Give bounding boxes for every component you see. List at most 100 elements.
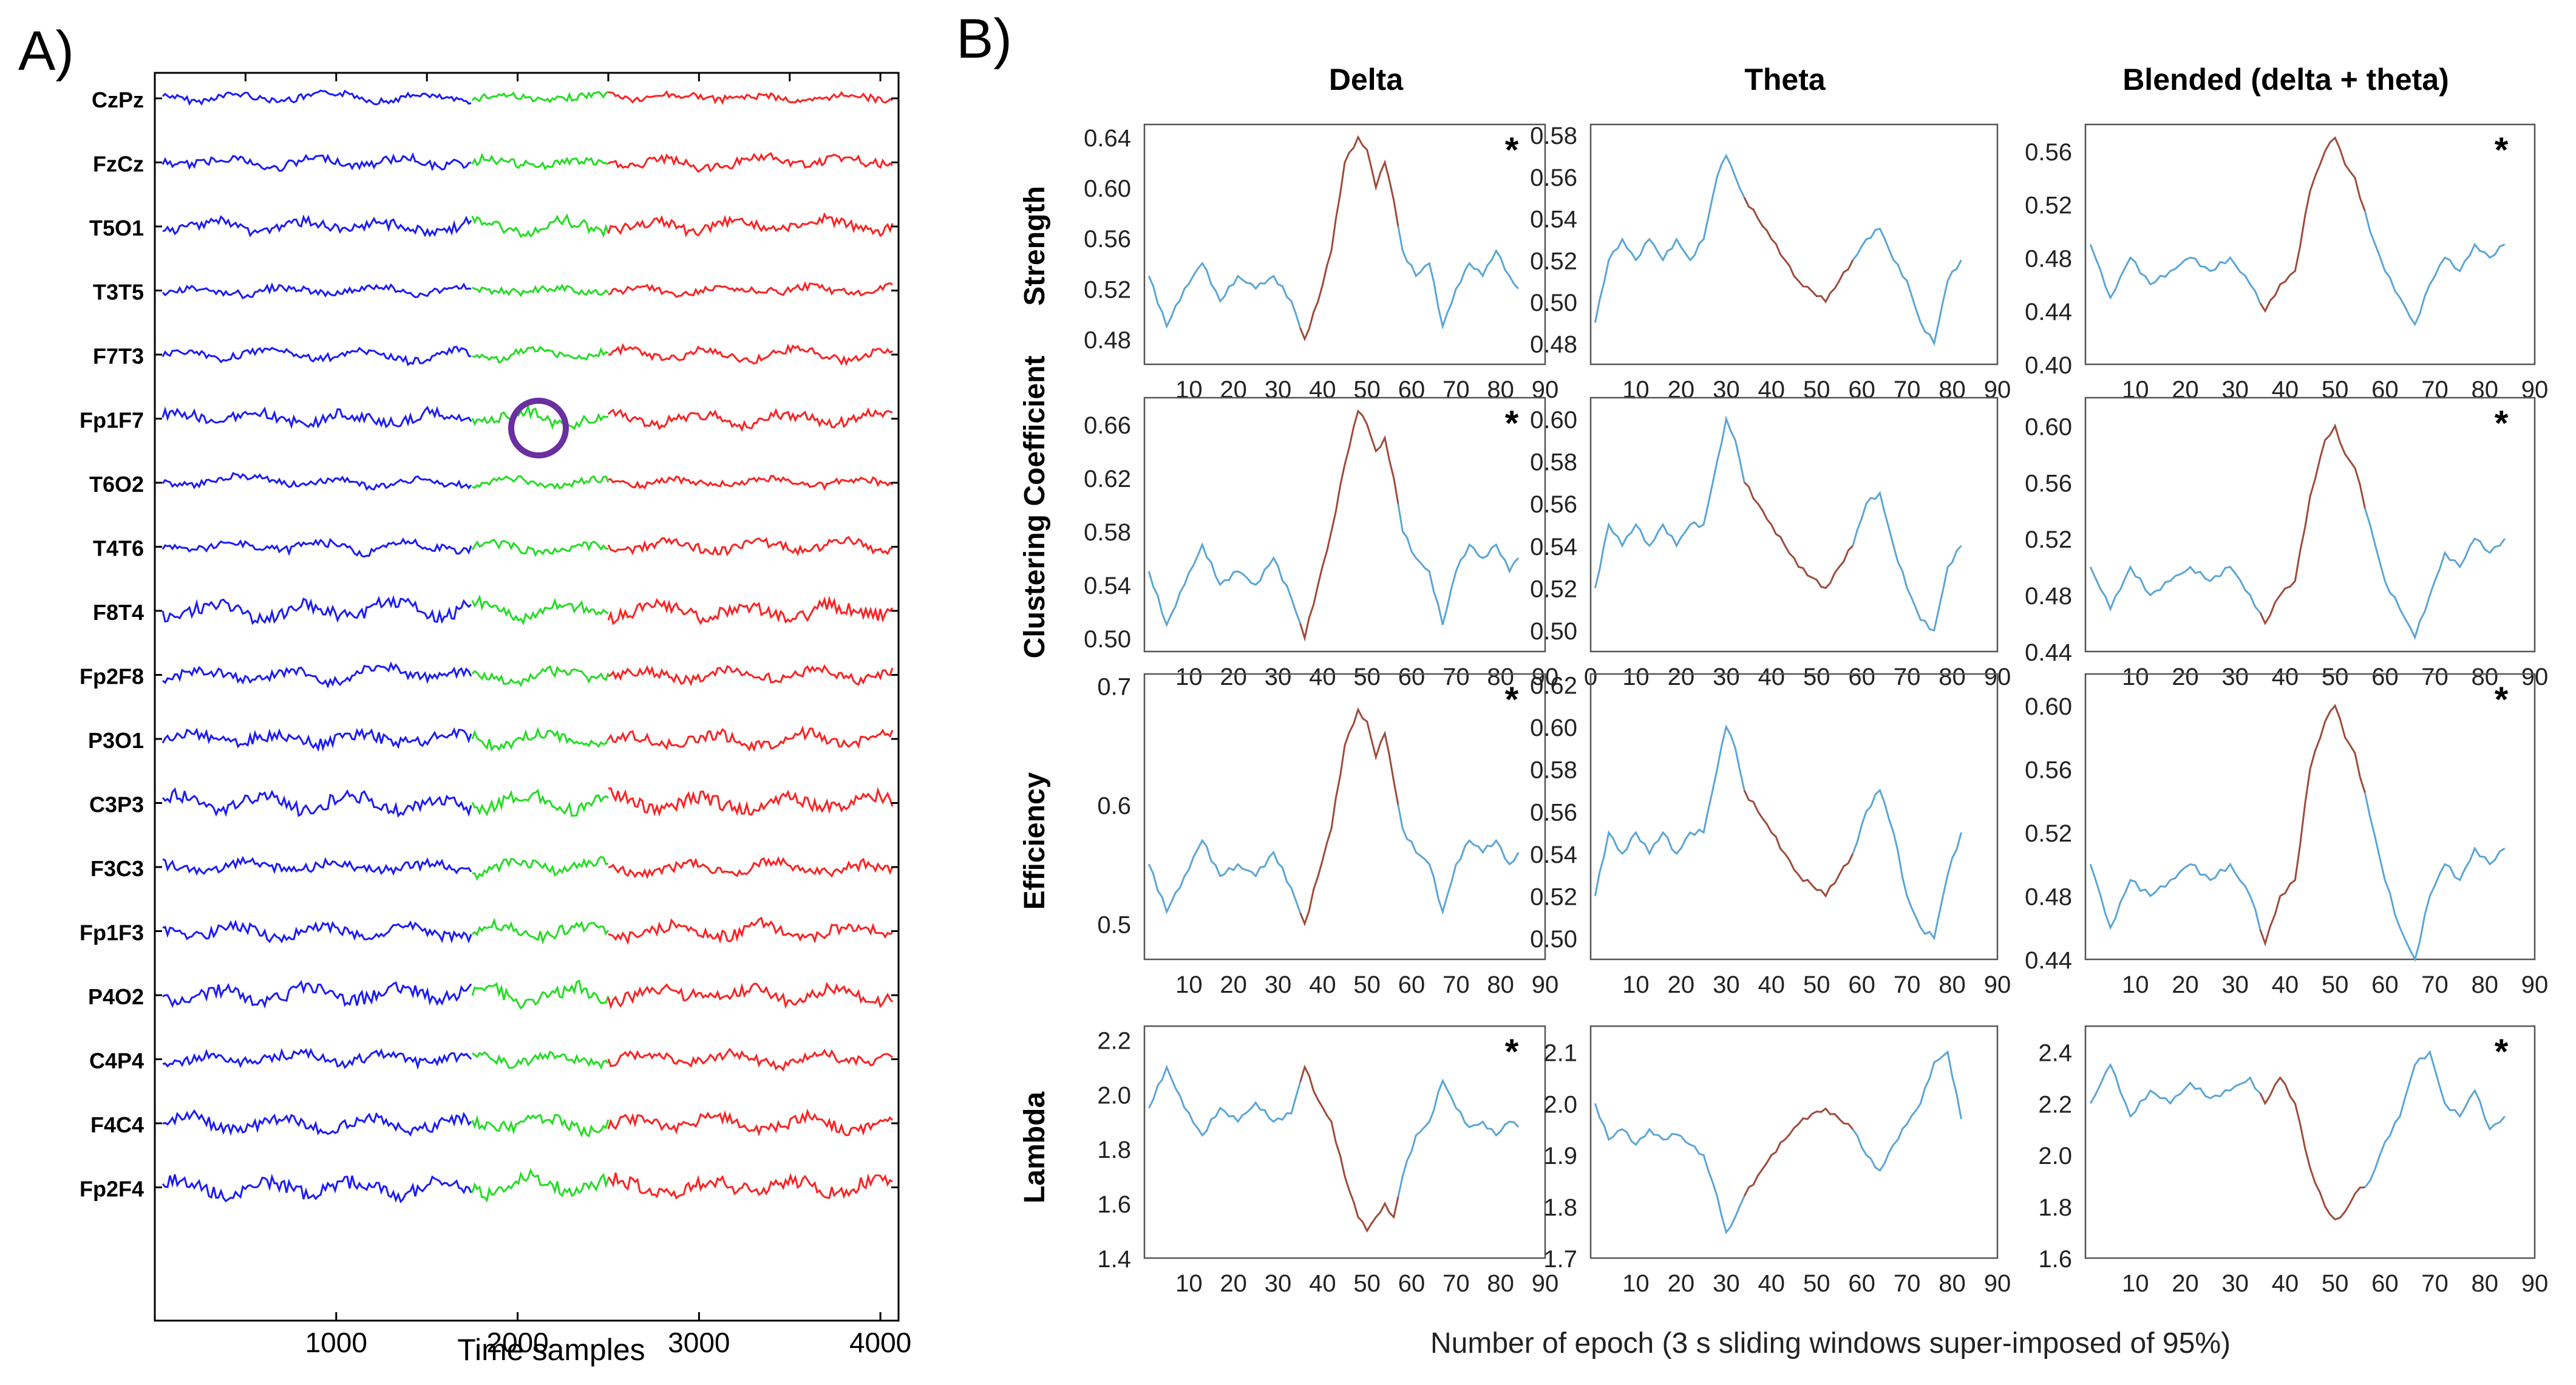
highlight-segment bbox=[1299, 1064, 1399, 1233]
eeg-trace-segment bbox=[162, 1047, 472, 1070]
eeg-x-axis-label: Time samples bbox=[457, 1333, 645, 1367]
eeg-x-ticks: 1000 2000 3000 4000 bbox=[155, 73, 911, 1358]
y-tick-label: 0.40 bbox=[2025, 352, 2072, 379]
eeg-trace-segment bbox=[607, 1047, 893, 1072]
x-tick-label: 20 bbox=[1668, 376, 1695, 403]
baseline-segment bbox=[1397, 805, 1520, 915]
eeg-channel-label: Fp1F3 bbox=[80, 920, 144, 945]
eeg-trace-segment bbox=[607, 1108, 894, 1137]
significance-asterisk: * bbox=[2495, 1032, 2509, 1072]
eeg-channel-label: Fp2F4 bbox=[80, 1177, 144, 1202]
x-tick-label: 20 bbox=[1220, 1270, 1247, 1297]
y-tick-label: 0.60 bbox=[1530, 407, 1577, 434]
eeg-trace-segment bbox=[161, 537, 472, 558]
highlight-segment bbox=[2259, 136, 2366, 313]
y-tick-label: 0.54 bbox=[1530, 534, 1577, 560]
x-tick-label: 30 bbox=[1713, 376, 1740, 403]
y-tick-label: 0.60 bbox=[2025, 693, 2072, 720]
metric-chart: 0.60 0.56 0.52 0.48 0.44 10 20 30 40 50 60 70 80 90 * bbox=[2025, 673, 2549, 998]
x-tick-label: 90 bbox=[2521, 1270, 2549, 1297]
metric-chart-frame bbox=[1143, 1025, 1546, 1259]
x-tick-label: 60 bbox=[2371, 972, 2399, 998]
panel-b-x-axis-label: Number of epoch (3 s sliding windows sup… bbox=[1430, 1327, 2231, 1359]
x-tick-label: 10 bbox=[1175, 1270, 1203, 1297]
metric-chart-frame bbox=[1589, 673, 1999, 961]
y-tick-label: 0.48 bbox=[2025, 245, 2072, 272]
x-tick-label: 80 bbox=[2472, 376, 2499, 403]
eeg-trace-segment bbox=[472, 1050, 609, 1070]
eeg-trace-segment bbox=[162, 1109, 472, 1137]
x-tick-label: 40 bbox=[2272, 664, 2299, 690]
metric-chart: 0.7 0.6 0.5 10 20 30 40 50 60 70 80 90 * bbox=[1097, 673, 1558, 998]
eeg-channel-label: T5O1 bbox=[89, 216, 144, 240]
x-tick-label: 90 bbox=[2521, 972, 2549, 998]
eeg-channel-label: T3T5 bbox=[93, 280, 144, 305]
y-tick-label: 0.66 bbox=[1084, 412, 1131, 439]
eeg-trace-segment bbox=[471, 90, 609, 104]
y-tick-label: 1.4 bbox=[1097, 1246, 1131, 1273]
eeg-traces bbox=[161, 89, 894, 1203]
eeg-trace-segment bbox=[607, 1172, 893, 1200]
eeg-trace-segment bbox=[471, 665, 610, 687]
y-tick-label: 0.48 bbox=[1530, 332, 1577, 358]
y-tick-label: 0.54 bbox=[1530, 842, 1577, 868]
y-tick-label: 0.58 bbox=[1530, 123, 1577, 149]
y-tick-label: 0.5 bbox=[1097, 911, 1131, 938]
x-tick-label: 50 bbox=[2322, 1270, 2349, 1297]
x-tick-label: 10 bbox=[2122, 376, 2149, 403]
x-tick-label: 50 bbox=[1353, 664, 1381, 690]
y-tick-label: 0.48 bbox=[1084, 327, 1131, 353]
baseline-segment bbox=[2364, 1050, 2506, 1188]
x-tick-label: 40 bbox=[1309, 1270, 1336, 1297]
baseline-segment bbox=[2089, 1063, 2261, 1118]
eeg-trace-segment bbox=[607, 595, 894, 625]
x-tick-label: 70 bbox=[1443, 1270, 1470, 1297]
x-tick-label: 20 bbox=[1220, 972, 1247, 998]
x-tick-label: 40 bbox=[1758, 376, 1786, 403]
x-tick-label: 10 bbox=[1175, 376, 1203, 403]
metric-chart: 2.2 2.0 1.8 1.6 1.4 10 20 30 40 50 60 70 80 90 * bbox=[1097, 1025, 1559, 1297]
x-tick-label: 10 bbox=[2122, 1270, 2149, 1297]
eeg-channel-label: F7T3 bbox=[93, 344, 144, 369]
eeg-plot-frame bbox=[154, 72, 900, 1322]
eeg-trace-segment bbox=[472, 856, 609, 881]
y-tick-label: 1.9 bbox=[1543, 1143, 1577, 1169]
baseline-segment bbox=[2089, 565, 2261, 613]
x-tick-label: 30 bbox=[2221, 664, 2249, 690]
eeg-tick-label: 3000 bbox=[668, 1327, 730, 1358]
baseline-segment bbox=[1147, 542, 1302, 627]
metric-chart-frame bbox=[2084, 673, 2536, 961]
y-tick-label: 0.58 bbox=[1084, 519, 1131, 546]
y-tick-label: 0.60 bbox=[1530, 715, 1577, 741]
x-tick-label: 70 bbox=[2421, 1270, 2449, 1297]
y-tick-label: 0.52 bbox=[1530, 248, 1577, 274]
x-tick-label: 80 bbox=[1487, 376, 1514, 403]
y-tick-label: 1.8 bbox=[1097, 1137, 1131, 1163]
y-tick-label: 1.6 bbox=[1097, 1191, 1131, 1218]
y-tick-label: 0.52 bbox=[1084, 276, 1131, 303]
x-tick-label: 70 bbox=[2421, 972, 2449, 998]
x-tick-label: 20 bbox=[1668, 1270, 1695, 1297]
metric-chart-frame bbox=[1589, 1025, 1999, 1259]
x-tick-label: 40 bbox=[1758, 664, 1786, 690]
eeg-trace-segment bbox=[471, 594, 609, 625]
eeg-trace-segment bbox=[161, 727, 472, 752]
eeg-channel-label: C4P4 bbox=[89, 1049, 144, 1074]
eeg-trace-segment bbox=[608, 342, 893, 366]
significance-asterisk: * bbox=[1505, 131, 1519, 170]
x-tick-label: 60 bbox=[1398, 972, 1426, 998]
x-tick-label: 80 bbox=[1939, 972, 1966, 998]
row-title-lambda: Lambda bbox=[1019, 1092, 1051, 1203]
eeg-trace-segment bbox=[471, 979, 610, 1010]
eeg-trace-segment bbox=[162, 980, 472, 1009]
x-tick-label: 90 bbox=[1984, 1270, 2011, 1297]
eeg-trace-segment bbox=[161, 594, 472, 625]
x-tick-label: 60 bbox=[1848, 376, 1875, 403]
x-tick-label: 90 bbox=[1532, 1270, 1559, 1297]
x-tick-label: 20 bbox=[2172, 376, 2199, 403]
y-tick-label: 2.2 bbox=[2038, 1091, 2072, 1118]
x-tick-label: 10 bbox=[1622, 376, 1650, 403]
metric-chart-frame bbox=[2084, 1025, 2536, 1259]
eeg-trace-segment bbox=[608, 856, 894, 880]
x-tick-label: 70 bbox=[1443, 972, 1470, 998]
